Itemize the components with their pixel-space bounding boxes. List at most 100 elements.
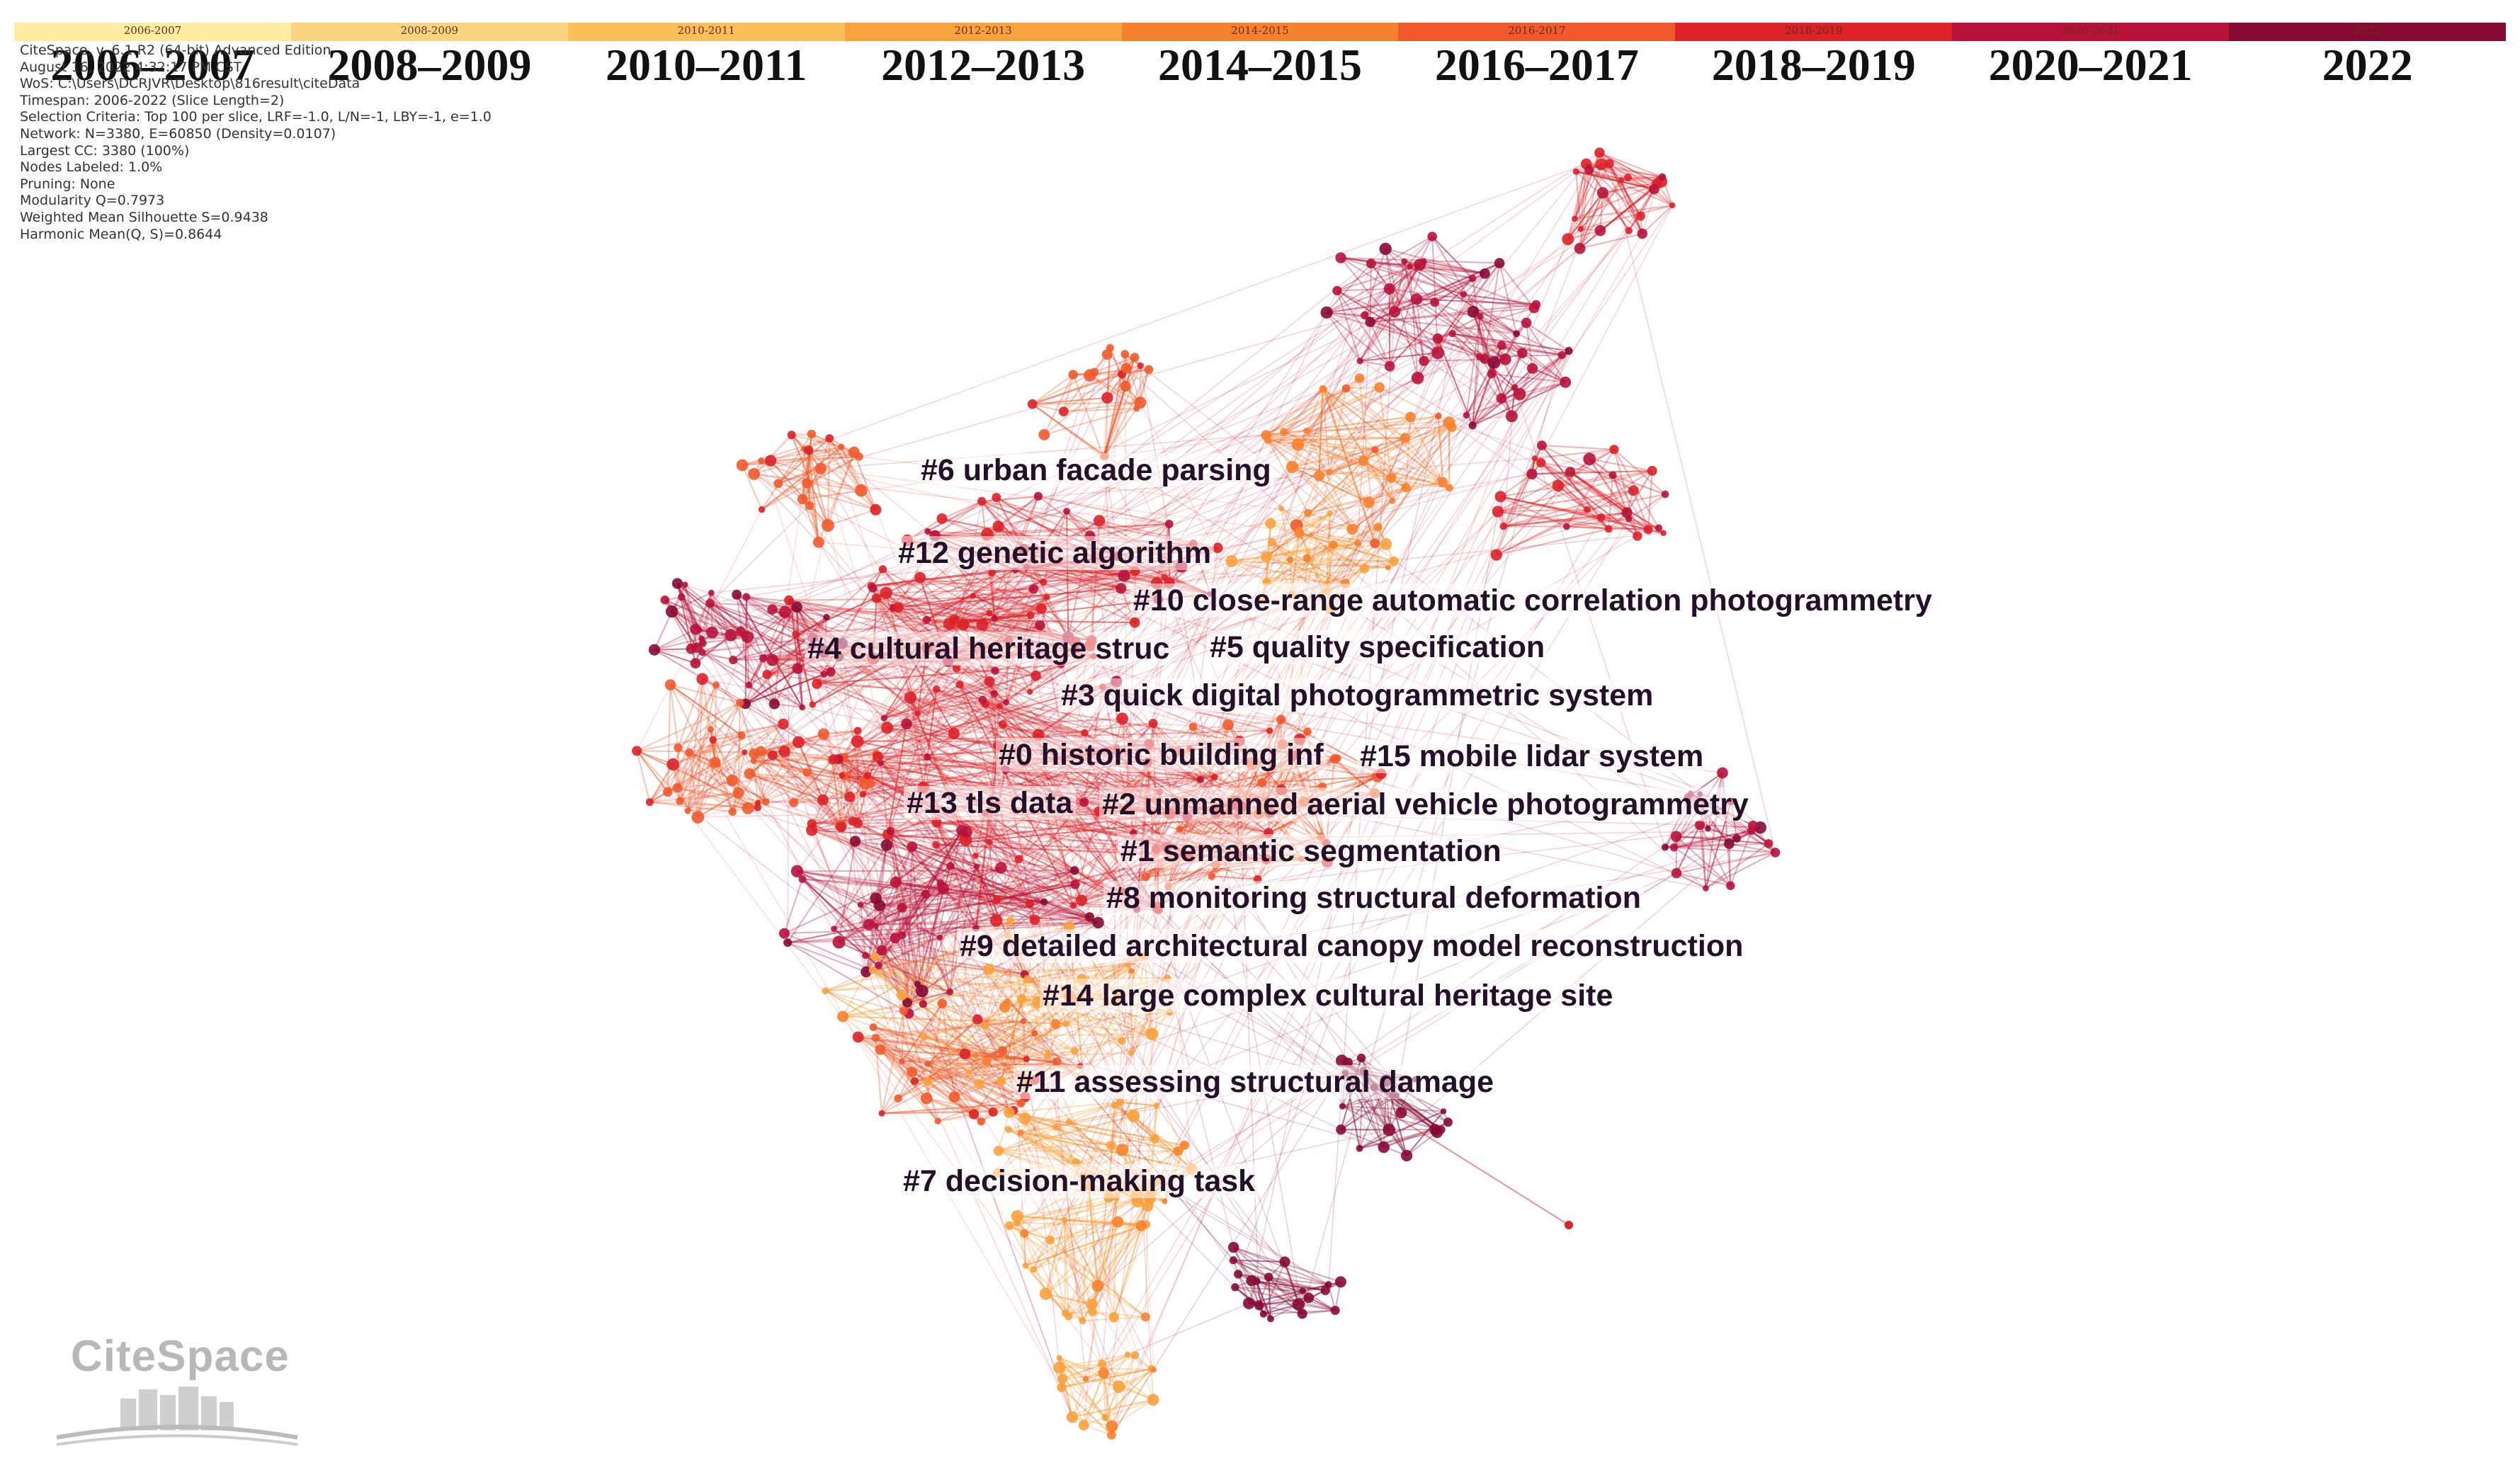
network-node: [767, 750, 778, 761]
network-edge: [809, 505, 819, 542]
timeline-slice: 2010-2011: [567, 23, 845, 41]
network-edge: [982, 495, 1038, 502]
network-edge: [676, 583, 732, 636]
network-edge: [1570, 471, 1630, 520]
network-node: [1313, 470, 1325, 482]
network-edge: [1580, 205, 1673, 230]
network-edge: [761, 446, 842, 511]
network-node: [1594, 147, 1605, 158]
network-edge: [1642, 205, 1673, 234]
network-edge: [1541, 445, 1609, 530]
network-node: [666, 758, 679, 771]
network-node: [1388, 556, 1399, 566]
network-edge: [671, 592, 712, 613]
network-edge: [796, 607, 803, 707]
network-edge: [1370, 307, 1534, 323]
network-node: [1411, 372, 1424, 385]
network-node: [1285, 460, 1298, 474]
network-edge: [1424, 261, 1485, 275]
network-edge: [697, 792, 739, 818]
network-edge: [772, 754, 824, 801]
network-node: [707, 726, 715, 733]
network-node: [1090, 368, 1099, 377]
network-node: [1562, 523, 1570, 530]
network-node: [1108, 1312, 1119, 1323]
network-node: [1468, 421, 1477, 430]
network-edge: [732, 611, 786, 661]
network-edge: [1633, 490, 1650, 530]
network-node: [1020, 1018, 1027, 1025]
network-node: [1098, 1367, 1110, 1379]
network-edge: [1359, 307, 1535, 362]
network-edge: [703, 636, 748, 644]
network-edge: [1305, 377, 1361, 431]
network-node: [973, 1052, 980, 1059]
network-node: [1031, 1030, 1038, 1037]
network-edge: [1404, 261, 1535, 309]
network-node: [974, 1078, 984, 1090]
network-edge: [684, 584, 698, 648]
network-node: [1063, 508, 1070, 515]
cluster-label-c1: #1 semantic segmentation: [1120, 834, 1502, 868]
network-edge: [1502, 344, 1562, 356]
network-edge: [893, 575, 1125, 609]
network-node: [1069, 901, 1077, 909]
network-node: [799, 704, 806, 711]
network-edge: [744, 658, 764, 705]
network-edge: [790, 601, 803, 708]
network-edge: [1266, 387, 1347, 436]
network-edge: [1360, 352, 1438, 362]
network-node: [1004, 1221, 1014, 1231]
network-edge: [1345, 387, 1406, 439]
network-edge: [676, 583, 732, 636]
network-edge: [1496, 528, 1609, 556]
network-node: [1389, 497, 1396, 504]
network-node: [1560, 376, 1572, 388]
network-edge: [1298, 530, 1365, 569]
network-edge: [853, 452, 877, 511]
network-edge: [1579, 183, 1658, 249]
network-node: [1496, 393, 1506, 404]
network-edge: [676, 739, 714, 789]
network-edge: [753, 753, 795, 804]
network-edge: [1032, 397, 1108, 405]
network-node: [1141, 872, 1150, 882]
network-node: [904, 691, 917, 704]
network-node: [749, 748, 760, 759]
network-node: [1079, 797, 1089, 807]
network-node: [1695, 820, 1705, 831]
network-node: [1537, 440, 1547, 450]
network-edge: [1299, 533, 1358, 545]
network-edge: [654, 628, 696, 651]
network-node: [762, 669, 772, 680]
network-node: [1023, 1056, 1031, 1063]
network-edge: [732, 637, 814, 661]
network-node: [1304, 508, 1312, 517]
network-edge: [1579, 181, 1662, 249]
network-edge: [1374, 416, 1412, 450]
network-edge: [731, 780, 759, 809]
network-edge: [1599, 152, 1658, 185]
network-edge: [1307, 512, 1353, 530]
network-edge: [1327, 543, 1387, 584]
network-node: [1135, 1220, 1147, 1231]
network-node: [1594, 224, 1606, 237]
network-edge: [1329, 388, 1347, 473]
network-edge: [1434, 262, 1500, 303]
network-edge: [748, 658, 764, 685]
network-edge: [1374, 449, 1443, 483]
network-edge: [1511, 350, 1570, 417]
network-edge: [1299, 533, 1365, 569]
network-node: [1608, 471, 1617, 479]
network-edge: [1094, 356, 1135, 373]
network-edge: [1281, 508, 1291, 560]
network-node: [686, 643, 697, 654]
network-edge: [736, 593, 827, 618]
network-edge: [817, 664, 1062, 685]
network-node: [1094, 515, 1106, 527]
network-edge: [636, 750, 699, 818]
network-edge: [1495, 445, 1543, 556]
network-node: [1025, 899, 1034, 909]
network-node: [1302, 554, 1312, 562]
network-node: [1435, 412, 1442, 420]
